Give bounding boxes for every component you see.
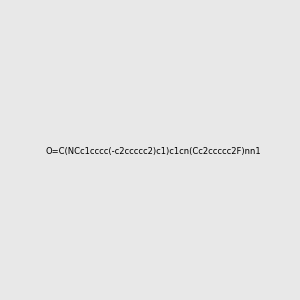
Text: O=C(NCc1cccc(-c2ccccc2)c1)c1cn(Cc2ccccc2F)nn1: O=C(NCc1cccc(-c2ccccc2)c1)c1cn(Cc2ccccc2… bbox=[46, 147, 262, 156]
